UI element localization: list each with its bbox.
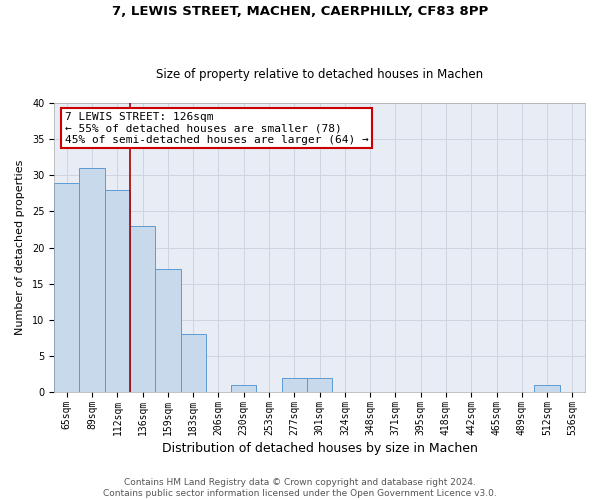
Text: 7, LEWIS STREET, MACHEN, CAERPHILLY, CF83 8PP: 7, LEWIS STREET, MACHEN, CAERPHILLY, CF8… bbox=[112, 5, 488, 18]
Bar bbox=[54, 182, 79, 392]
Bar bbox=[79, 168, 105, 392]
Bar bbox=[130, 226, 155, 392]
Text: Contains HM Land Registry data © Crown copyright and database right 2024.
Contai: Contains HM Land Registry data © Crown c… bbox=[103, 478, 497, 498]
X-axis label: Distribution of detached houses by size in Machen: Distribution of detached houses by size … bbox=[161, 442, 478, 455]
Bar bbox=[281, 378, 307, 392]
Title: Size of property relative to detached houses in Machen: Size of property relative to detached ho… bbox=[156, 68, 483, 81]
Bar bbox=[155, 270, 181, 392]
Bar bbox=[181, 334, 206, 392]
Text: 7 LEWIS STREET: 126sqm
← 55% of detached houses are smaller (78)
45% of semi-det: 7 LEWIS STREET: 126sqm ← 55% of detached… bbox=[65, 112, 368, 145]
Bar bbox=[231, 385, 256, 392]
Bar bbox=[535, 385, 560, 392]
Y-axis label: Number of detached properties: Number of detached properties bbox=[15, 160, 25, 336]
Bar bbox=[105, 190, 130, 392]
Bar bbox=[307, 378, 332, 392]
